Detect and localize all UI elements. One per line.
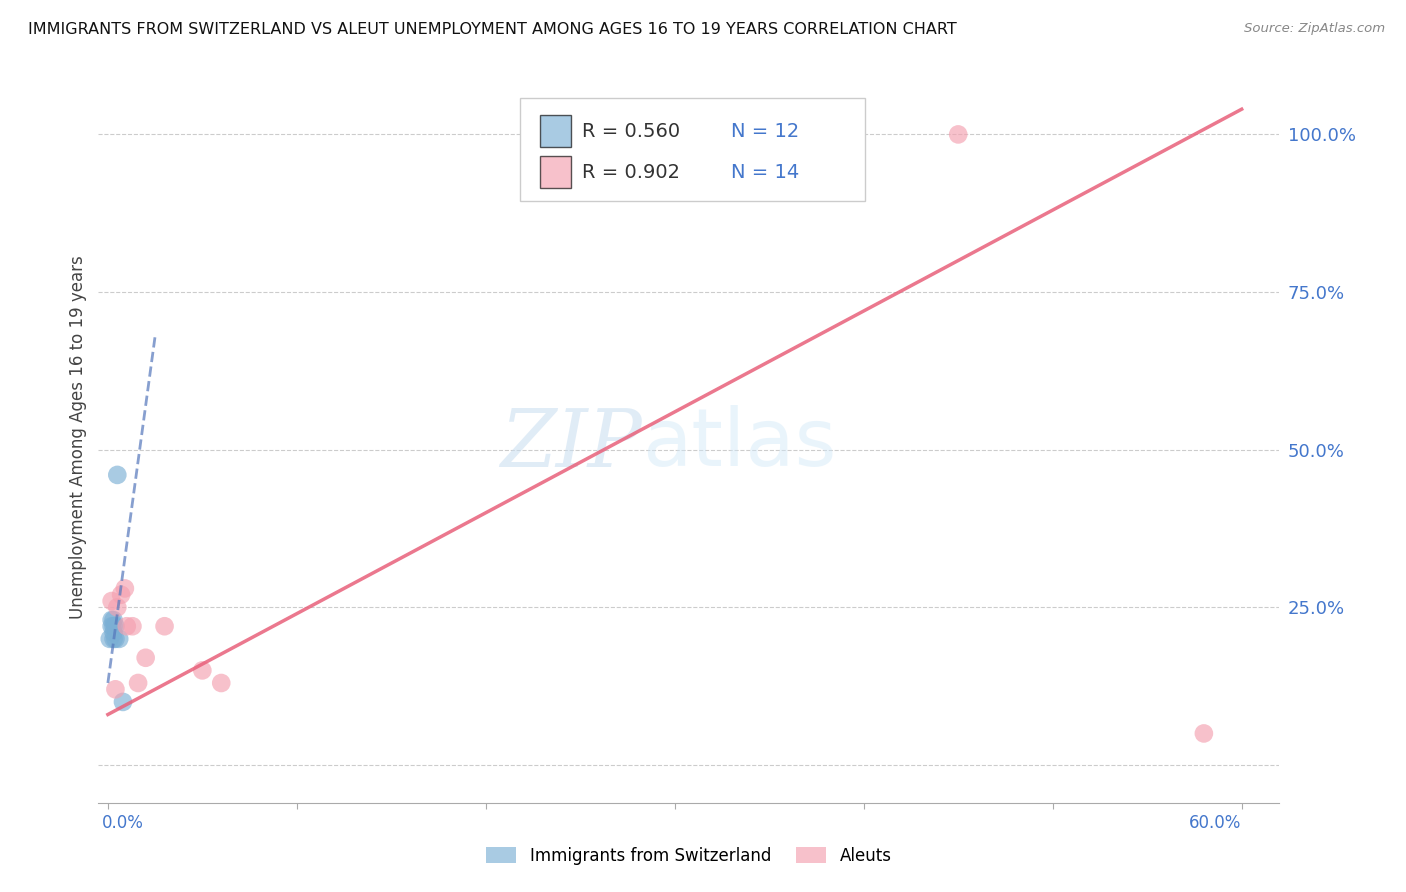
Point: [100, 619, 122, 633]
Text: R = 0.560: R = 0.560: [582, 121, 681, 141]
Point: [104, 632, 127, 646]
Point: [108, 632, 131, 646]
Point: [103, 625, 125, 640]
Point: [114, 582, 136, 596]
Point: [135, 650, 157, 665]
Point: [127, 676, 149, 690]
Point: [1192, 726, 1215, 740]
Point: [115, 619, 138, 633]
Point: [98, 632, 121, 646]
Point: [104, 619, 127, 633]
Text: ZIP: ZIP: [501, 406, 641, 483]
Text: IMMIGRANTS FROM SWITZERLAND VS ALEUT UNEMPLOYMENT AMONG AGES 16 TO 19 YEARS CORR: IMMIGRANTS FROM SWITZERLAND VS ALEUT UNE…: [28, 22, 957, 37]
Point: [100, 613, 122, 627]
Text: Source: ZipAtlas.com: Source: ZipAtlas.com: [1244, 22, 1385, 36]
Point: [110, 588, 132, 602]
Point: [103, 613, 125, 627]
Point: [105, 600, 128, 615]
Point: [121, 619, 143, 633]
Text: N = 12: N = 12: [731, 121, 800, 141]
Point: [104, 682, 127, 697]
Text: 60.0%: 60.0%: [1189, 814, 1241, 832]
Text: N = 14: N = 14: [731, 162, 800, 182]
Point: [111, 695, 134, 709]
Text: atlas: atlas: [641, 405, 837, 483]
Text: R = 0.902: R = 0.902: [582, 162, 681, 182]
Text: 0.0%: 0.0%: [103, 814, 143, 832]
Point: [103, 619, 125, 633]
Point: [191, 664, 214, 678]
Y-axis label: Unemployment Among Ages 16 to 19 years: Unemployment Among Ages 16 to 19 years: [69, 255, 87, 619]
Point: [209, 676, 232, 690]
Point: [100, 594, 122, 608]
Point: [105, 467, 128, 482]
Legend: Immigrants from Switzerland, Aleuts: Immigrants from Switzerland, Aleuts: [479, 840, 898, 871]
Point: [153, 619, 176, 633]
Point: [103, 632, 125, 646]
Point: [948, 128, 970, 142]
